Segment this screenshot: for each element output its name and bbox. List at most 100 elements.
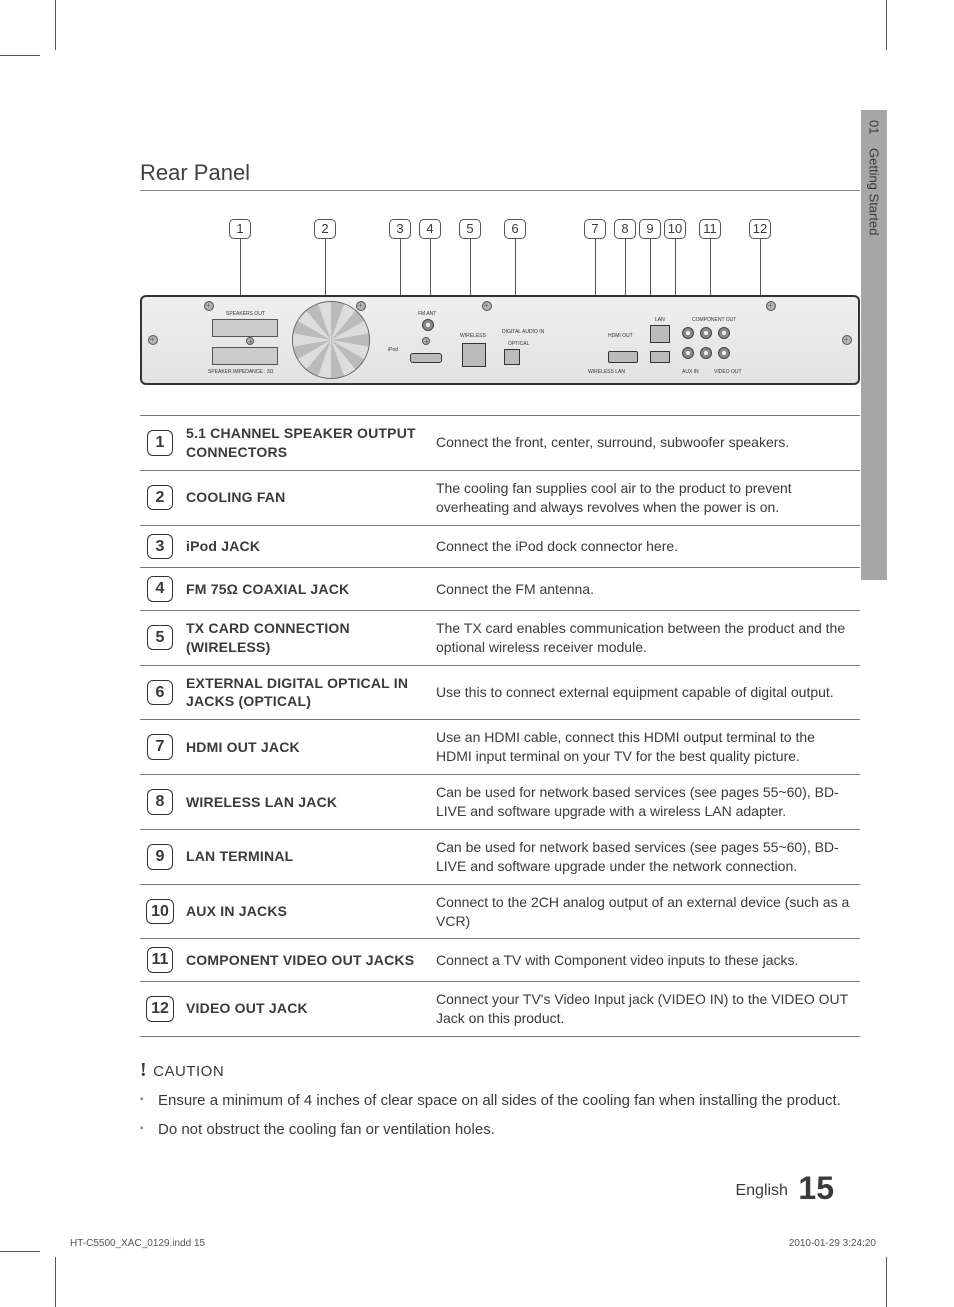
legend-number-badge: 4: [147, 576, 173, 602]
screw-icon: [842, 335, 852, 345]
label-hdmi-out: HDMI OUT: [608, 333, 633, 339]
wireless-tx-slot: [462, 343, 486, 367]
label-lan: LAN: [655, 317, 665, 323]
table-row: 3iPod JACKConnect the iPod dock connecto…: [140, 525, 860, 568]
legend-number-badge: 5: [147, 625, 173, 651]
crop-mark: [55, 1257, 56, 1307]
callout-number: 4: [419, 219, 441, 239]
legend-name-cell: EXTERNAL DIGITAL OPTICAL IN JACKS (OPTIC…: [182, 665, 432, 720]
legend-name-cell: COMPONENT VIDEO OUT JACKS: [182, 939, 432, 982]
callout-number: 11: [699, 219, 721, 239]
callout-leader-line: [760, 239, 761, 299]
caution-heading-text: CAUTION: [153, 1063, 224, 1080]
table-row: 11 COMPONENT VIDEO OUT JACKSConnect a TV …: [140, 939, 860, 982]
side-tab: 01 Getting Started: [861, 110, 887, 580]
legend-name-cell: FM 75Ω COAXIAL JACK: [182, 568, 432, 611]
callout-leader-line: [515, 239, 516, 299]
callout-number: 1: [229, 219, 251, 239]
rca-jack: [700, 347, 712, 359]
crop-mark: [886, 1257, 887, 1307]
table-row: 4 FM 75Ω COAXIAL JACKConnect the FM anten…: [140, 568, 860, 611]
legend-number-cell: 6: [140, 665, 182, 720]
legend-number-cell: 10: [140, 884, 182, 939]
legend-number-badge: 10: [146, 899, 174, 925]
footer-page-number: 15: [798, 1170, 834, 1206]
label-component-out: COMPONENT OUT: [692, 317, 736, 323]
callout-leader-line: [625, 239, 626, 299]
legend-number-cell: 4: [140, 568, 182, 611]
label-aux-in: AUX IN: [682, 369, 699, 375]
legend-number-cell: 12: [140, 982, 182, 1037]
callout-leader-line: [325, 239, 326, 299]
callout-number: 10: [664, 219, 686, 239]
legend-name-cell: LAN TERMINAL: [182, 829, 432, 884]
label-wireless-lan: WIRELESS LAN: [588, 369, 625, 375]
legend-name-cell: HDMI OUT JACK: [182, 720, 432, 775]
caution-item: Do not obstruct the cooling fan or venti…: [158, 1121, 860, 1138]
table-row: 7HDMI OUT JACKUse an HDMI cable, connect…: [140, 720, 860, 775]
callout-leader-line: [650, 239, 651, 299]
legend-number-cell: 1: [140, 416, 182, 471]
chapter-number: 01: [867, 110, 882, 134]
legend-name-cell: TX CARD CONNECTION (WIRELESS): [182, 610, 432, 665]
rca-jack: [700, 327, 712, 339]
callout-number: 6: [504, 219, 526, 239]
screw-icon: [246, 337, 254, 345]
page-footer-lang: English 15: [735, 1170, 834, 1207]
callout-leader-line: [595, 239, 596, 299]
ipod-jack: [410, 353, 442, 363]
callout-leader-line: [470, 239, 471, 299]
legend-name-cell: 5.1 CHANNEL SPEAKER OUTPUT CONNECTORS: [182, 416, 432, 471]
legend-desc-cell: Connect your TV's Video Input jack (VIDE…: [432, 982, 860, 1037]
callout-leader-line: [675, 239, 676, 299]
callout-number: 9: [639, 219, 661, 239]
table-row: 10AUX IN JACKSConnect to the 2CH analog …: [140, 884, 860, 939]
table-row: 5 TX CARD CONNECTION (WIRELESS)The TX car…: [140, 610, 860, 665]
device-rear-panel: SPEAKERS OUT SPEAKER IMPEDANCE : 3Ω FM A…: [140, 295, 860, 385]
legend-desc-cell: Connect the iPod dock connector here.: [432, 525, 860, 568]
callout-number: 2: [314, 219, 336, 239]
label-digital-audio-in: DIGITAL AUDIO IN: [502, 330, 544, 335]
label-speaker-impedance: SPEAKER IMPEDANCE : 3Ω: [208, 369, 273, 375]
legend-desc-cell: Use this to connect external equipment c…: [432, 665, 860, 720]
rca-jack: [718, 327, 730, 339]
callout-row: 123456789101112: [140, 215, 860, 251]
legend-number-badge: 12: [146, 996, 174, 1022]
label-wireless: WIRELESS: [460, 333, 486, 339]
legend-desc-cell: The cooling fan supplies cool air to the…: [432, 470, 860, 525]
crop-mark: [0, 55, 40, 56]
cooling-fan-icon: [292, 301, 370, 379]
section-title: Rear Panel: [140, 160, 860, 191]
screw-icon: [204, 301, 214, 311]
caution-item: Ensure a minimum of 4 inches of clear sp…: [158, 1092, 860, 1109]
callout-number: 12: [749, 219, 771, 239]
wireless-lan-jack: [650, 351, 670, 363]
legend-number-badge: 7: [147, 734, 173, 760]
legend-desc-cell: Connect the FM antenna.: [432, 568, 860, 611]
legend-table: 15.1 CHANNEL SPEAKER OUTPUT CONNECTORSCo…: [140, 415, 860, 1037]
legend-number-badge: 8: [147, 789, 173, 815]
table-row: 8WIRELESS LAN JACKCan be used for networ…: [140, 775, 860, 830]
legend-desc-cell: Connect the front, center, surround, sub…: [432, 416, 860, 471]
screw-icon: [422, 337, 430, 345]
callout-number: 8: [614, 219, 636, 239]
table-row: 9LAN TERMINALCan be used for network bas…: [140, 829, 860, 884]
legend-number-badge: 11: [147, 947, 174, 973]
legend-number-cell: 2: [140, 470, 182, 525]
rear-panel-diagram: 123456789101112 SPEAKERS OUT SPEAKER IMP…: [140, 215, 860, 395]
legend-desc-cell: The TX card enables communication betwee…: [432, 610, 860, 665]
legend-name-cell: iPod JACK: [182, 525, 432, 568]
legend-name-cell: VIDEO OUT JACK: [182, 982, 432, 1037]
caution-heading: !CAUTION: [140, 1059, 860, 1082]
table-row: 6EXTERNAL DIGITAL OPTICAL IN JACKS (OPTI…: [140, 665, 860, 720]
label-speakers-out: SPEAKERS OUT: [226, 311, 265, 317]
legend-desc-cell: Connect a TV with Component video inputs…: [432, 939, 860, 982]
speaker-connectors-bottom: [212, 347, 278, 365]
table-row: 15.1 CHANNEL SPEAKER OUTPUT CONNECTORSCo…: [140, 416, 860, 471]
callout-number: 3: [389, 219, 411, 239]
screw-icon: [148, 335, 158, 345]
speaker-connectors-top: [212, 319, 278, 337]
chapter-title: Getting Started: [867, 134, 882, 235]
callout-number: 5: [459, 219, 481, 239]
crop-mark: [55, 0, 56, 50]
